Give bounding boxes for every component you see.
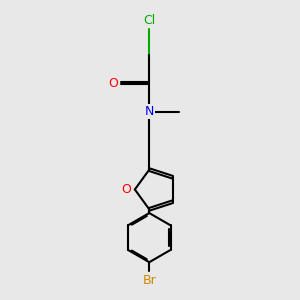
Text: Cl: Cl — [143, 14, 155, 27]
Text: O: O — [108, 77, 118, 90]
Text: Br: Br — [142, 274, 156, 287]
Text: N: N — [145, 105, 154, 118]
Text: O: O — [121, 183, 131, 196]
